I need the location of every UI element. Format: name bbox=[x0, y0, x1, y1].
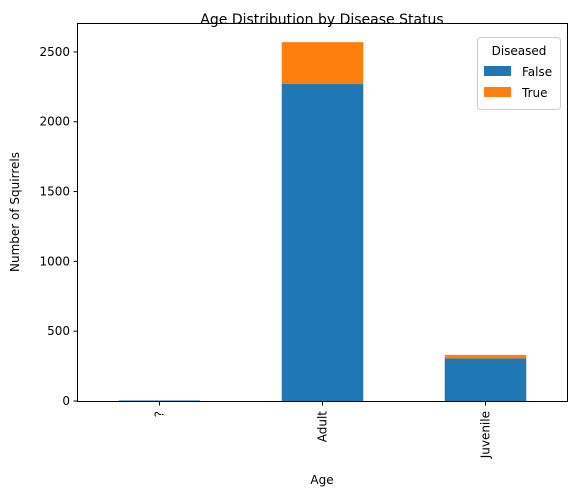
y-axis-label: Number of Squirrels bbox=[8, 152, 22, 272]
legend-swatch-true bbox=[484, 87, 511, 97]
legend: Diseased False True bbox=[477, 37, 561, 110]
bar-juvenile-false bbox=[444, 358, 527, 401]
legend-label-false: False bbox=[522, 65, 552, 79]
legend-label-true: True bbox=[521, 86, 548, 100]
legend-swatch-false bbox=[484, 66, 511, 76]
bar-adult-true bbox=[281, 42, 364, 85]
chart-title: Age Distribution by Disease Status bbox=[200, 12, 443, 28]
x-tick-label: Adult bbox=[316, 411, 330, 443]
y-tick-label: 2500 bbox=[39, 45, 70, 59]
x-tick-label: ? bbox=[153, 411, 167, 417]
y-tick-label: 1000 bbox=[39, 254, 70, 268]
y-tick-label: 1500 bbox=[39, 185, 70, 199]
bar-adult-false bbox=[281, 84, 364, 401]
x-axis-label: Age bbox=[310, 473, 333, 487]
y-tick-label: 0 bbox=[62, 394, 70, 408]
bars bbox=[118, 42, 527, 401]
y-axis: 0 500 1000 1500 2000 2500 bbox=[39, 45, 78, 408]
bar--false bbox=[118, 400, 201, 401]
plot-area bbox=[77, 23, 568, 402]
y-tick-label: 2000 bbox=[39, 115, 70, 129]
x-axis: ? Adult Juvenile bbox=[153, 401, 493, 459]
bar-juvenile-true bbox=[444, 354, 527, 359]
x-tick-label: Juvenile bbox=[479, 411, 493, 459]
y-tick-label: 500 bbox=[47, 324, 70, 338]
legend-title: Diseased bbox=[492, 44, 547, 58]
